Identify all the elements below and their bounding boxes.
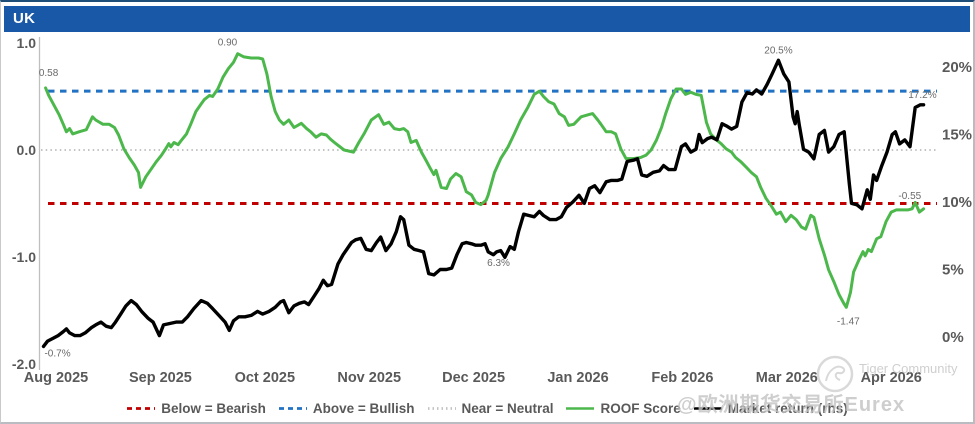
data-label: -1.47: [837, 316, 860, 327]
data-label: 0.58: [39, 68, 59, 79]
legend-marker-solid-icon: [693, 407, 722, 410]
data-label: 0.90: [218, 38, 238, 49]
legend-item-below-bearish: Below = Bearish: [126, 401, 266, 416]
right-axis-tick: 10%: [942, 194, 972, 211]
legend-label: ROOF Score: [600, 401, 681, 416]
legend-item-near-neutral: Near = Neutral: [427, 401, 554, 416]
data-label: 17.2%: [908, 90, 936, 101]
x-axis-tick: Feb 2026: [651, 370, 713, 386]
legend-label: Market return (rhs): [727, 401, 848, 416]
left-axis-tick: -1.0: [12, 249, 36, 265]
series-roof-score: [44, 52, 926, 309]
legend-item-market-return-rhs-: Market return (rhs): [693, 401, 848, 416]
x-axis-tick: Sep 2025: [129, 370, 192, 386]
right-axis-tick: 5%: [942, 262, 964, 279]
data-label: 20.5%: [764, 45, 792, 56]
series-market-return-rhs-: [41, 58, 926, 349]
data-label: 6.3%: [487, 258, 510, 269]
page-title: UK: [13, 10, 36, 27]
x-axis-tick: Apr 2026: [861, 370, 922, 386]
left-axis-tick: 0.0: [17, 142, 37, 158]
x-axis-tick: Nov 2025: [337, 370, 401, 386]
legend-marker-solid-icon: [566, 407, 595, 410]
data-label: -0.7%: [44, 348, 70, 359]
right-axis-tick: 0%: [942, 329, 964, 346]
right-axis-tick: 20%: [942, 59, 972, 76]
legend-item-above-bullish: Above = Bullish: [278, 401, 415, 416]
x-axis-tick: Aug 2025: [24, 370, 88, 386]
legend-label: Below = Bearish: [161, 401, 266, 416]
right-axis-tick: 15%: [942, 127, 972, 144]
x-axis-tick: Dec 2025: [442, 370, 505, 386]
data-label: -0.55: [898, 191, 921, 202]
legend-label: Near = Neutral: [461, 401, 554, 416]
legend-item-roof-score: ROOF Score: [565, 401, 681, 416]
x-axis-tick: Oct 2025: [235, 370, 295, 386]
legend-marker-dashed-icon: [278, 407, 307, 410]
legend-marker-dashed-icon: [127, 407, 156, 410]
x-axis-tick: Mar 2026: [756, 370, 818, 386]
legend-marker-dotted-icon: [427, 407, 456, 410]
chart-title-bar: UK: [4, 6, 970, 32]
x-axis-tick: Jan 2026: [547, 370, 608, 386]
left-axis-tick: 1.0: [17, 35, 37, 51]
legend-label: Above = Bullish: [312, 401, 415, 416]
left-axis-tick: -2.0: [12, 356, 36, 372]
chart-legend: Below = Bearish Above = Bullish Near = Neu…: [1, 401, 973, 416]
